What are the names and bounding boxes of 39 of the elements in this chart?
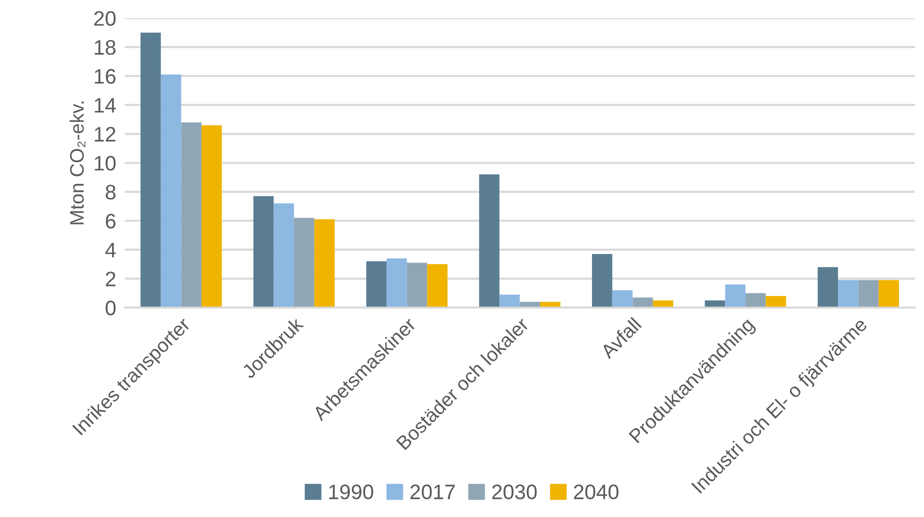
bar bbox=[592, 254, 612, 308]
y-tick-label: 16 bbox=[94, 69, 116, 84]
y-tick-label: 2 bbox=[106, 272, 116, 286]
bar bbox=[479, 174, 500, 308]
bar bbox=[160, 74, 182, 308]
bar bbox=[406, 262, 428, 308]
y-tick-label: 20 bbox=[94, 11, 116, 26]
legend-label: 1990 bbox=[329, 484, 374, 500]
y-tick-label: 0 bbox=[106, 300, 116, 316]
y-tick-label: 8 bbox=[106, 184, 116, 200]
y-axis-title: Mton CO₂-ekv. bbox=[70, 102, 86, 224]
bar bbox=[858, 280, 879, 308]
bar bbox=[838, 280, 858, 308]
bar bbox=[818, 267, 838, 308]
bar bbox=[201, 125, 222, 308]
bar bbox=[725, 284, 746, 308]
bar bbox=[386, 258, 407, 308]
y-tick-label: 18 bbox=[94, 40, 116, 55]
bar bbox=[253, 196, 274, 308]
bar bbox=[294, 218, 314, 308]
bar bbox=[632, 297, 653, 308]
bar bbox=[140, 32, 161, 308]
y-tick-label: 14 bbox=[94, 98, 116, 112]
bar bbox=[427, 264, 448, 308]
bar bbox=[878, 280, 899, 308]
legend-label: 2040 bbox=[574, 484, 618, 500]
y-tick-label: 6 bbox=[106, 214, 116, 229]
legend-label: 2030 bbox=[492, 484, 537, 500]
bar bbox=[745, 293, 766, 308]
y-tick-label: 10 bbox=[94, 156, 116, 171]
bar bbox=[314, 219, 335, 308]
legend-label: 2017 bbox=[410, 484, 455, 500]
bar bbox=[499, 294, 520, 308]
y-tick-label: 4 bbox=[105, 242, 116, 258]
bar bbox=[366, 261, 387, 308]
y-tick-label: 12 bbox=[94, 126, 116, 142]
bar bbox=[181, 122, 202, 308]
bar bbox=[274, 203, 294, 308]
bar bbox=[612, 290, 633, 308]
